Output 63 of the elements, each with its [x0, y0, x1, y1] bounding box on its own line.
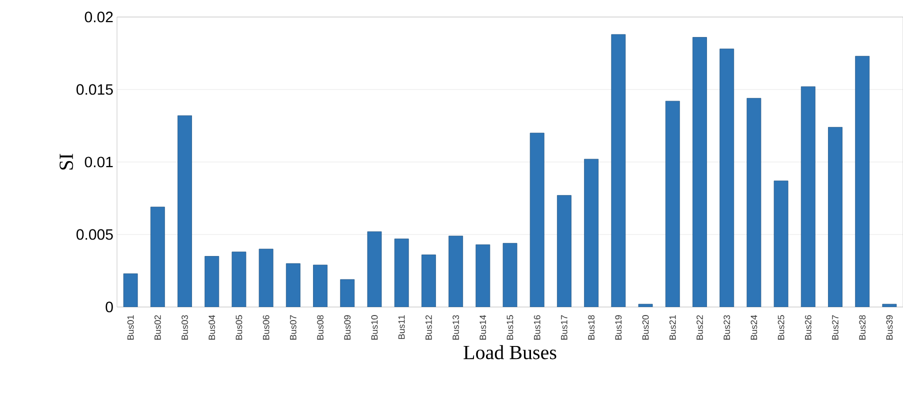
- x-axis-title: Load Buses: [464, 345, 556, 360]
- x-tick-label: Bus02: [154, 315, 161, 340]
- bar: [692, 37, 707, 307]
- bar: [557, 195, 572, 307]
- x-tick-label: Bus09: [344, 315, 351, 340]
- bar: [746, 98, 762, 307]
- bar: [502, 243, 518, 307]
- y-tick-label: 0.01: [84, 156, 113, 168]
- bar: [150, 206, 165, 307]
- x-tick-label: Bus11: [398, 315, 405, 339]
- x-tick-label: Bus12: [426, 315, 432, 340]
- x-tick-label: Bus17: [561, 315, 568, 340]
- bar: [584, 158, 599, 307]
- x-tick-label: Bus06: [262, 315, 270, 340]
- x-tick-label: Bus23: [724, 315, 730, 340]
- x-tick-label: Bus13: [452, 315, 459, 340]
- bar: [530, 132, 544, 307]
- bar: [178, 115, 192, 307]
- x-tick-label: Bus16: [534, 315, 540, 340]
- x-tick-label: Bus08: [317, 315, 324, 340]
- bar: [313, 264, 328, 307]
- bar: [611, 34, 626, 307]
- bar: [232, 252, 246, 307]
- y-tick-label: 0.005: [76, 229, 113, 240]
- bar: [367, 231, 382, 307]
- x-tick-label: Bus07: [290, 315, 296, 340]
- x-tick-label: Bus39: [886, 315, 893, 340]
- x-tick-label: Bus01: [127, 315, 134, 340]
- y-tick-label: 0: [106, 302, 113, 312]
- x-tick-label: Bus18: [588, 315, 595, 340]
- y-tick-label: 0.015: [76, 84, 113, 95]
- x-tick-label: Bus28: [859, 315, 866, 340]
- bar: [204, 256, 220, 307]
- x-tick-label: Bus26: [804, 315, 812, 340]
- bar: [394, 238, 409, 307]
- y-tick-label: 0.02: [84, 12, 113, 22]
- x-tick-label: Bus05: [236, 315, 242, 340]
- bar: [258, 248, 274, 307]
- bar: [340, 279, 355, 307]
- bar: [855, 56, 870, 307]
- bar: [800, 86, 816, 307]
- x-tick-label: Bus03: [182, 315, 188, 340]
- x-tick-label: Bus24: [750, 315, 758, 340]
- bar: [774, 180, 788, 307]
- x-tick-label: Bus19: [615, 315, 622, 340]
- bar: [476, 244, 490, 307]
- x-tick-label: Bus10: [371, 315, 378, 340]
- x-tick-label: Bus25: [778, 315, 784, 340]
- x-tick-label: Bus15: [506, 315, 514, 340]
- x-tick-label: Bus14: [480, 315, 486, 340]
- x-tick-label: Bus20: [642, 315, 649, 340]
- x-tick-label: Bus22: [696, 315, 703, 340]
- y-axis-title: SI: [60, 154, 74, 170]
- x-tick-label: Bus21: [669, 315, 676, 340]
- x-tick-label: Bus04: [208, 315, 216, 340]
- bar: [665, 100, 680, 307]
- bar: [720, 48, 734, 307]
- bar: [286, 263, 300, 307]
- x-tick-label: Bus27: [832, 315, 838, 340]
- bar: [421, 254, 436, 307]
- bar: [828, 127, 842, 307]
- bar: [123, 273, 138, 307]
- bar: [448, 236, 463, 307]
